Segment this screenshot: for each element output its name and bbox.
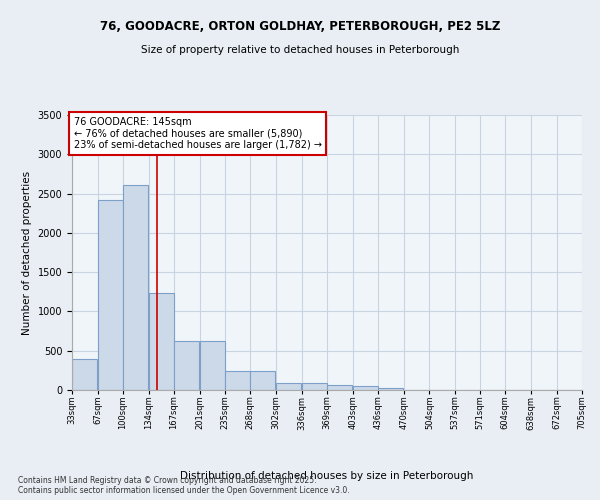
Text: 76, GOODACRE, ORTON GOLDHAY, PETERBOROUGH, PE2 5LZ: 76, GOODACRE, ORTON GOLDHAY, PETERBOROUG…: [100, 20, 500, 33]
Bar: [226, 371, 250, 390]
Bar: [302, 383, 327, 390]
Text: 76 GOODACRE: 145sqm
← 76% of detached houses are smaller (5,890)
23% of semi-det: 76 GOODACRE: 145sqm ← 76% of detached ho…: [74, 116, 322, 150]
Text: Contains HM Land Registry data © Crown copyright and database right 2025.
Contai: Contains HM Land Registry data © Crown c…: [18, 476, 350, 495]
Bar: [250, 371, 275, 390]
X-axis label: Distribution of detached houses by size in Peterborough: Distribution of detached houses by size …: [181, 471, 473, 481]
Text: Size of property relative to detached houses in Peterborough: Size of property relative to detached ho…: [141, 45, 459, 55]
Bar: [199, 340, 224, 390]
Bar: [378, 388, 403, 390]
Bar: [276, 383, 301, 390]
Bar: [123, 185, 148, 390]
Y-axis label: Number of detached properties: Number of detached properties: [22, 170, 32, 334]
Bar: [327, 386, 352, 390]
Bar: [98, 200, 123, 390]
Bar: [149, 292, 173, 390]
Bar: [353, 386, 378, 390]
Bar: [173, 340, 199, 390]
Bar: [72, 360, 97, 390]
